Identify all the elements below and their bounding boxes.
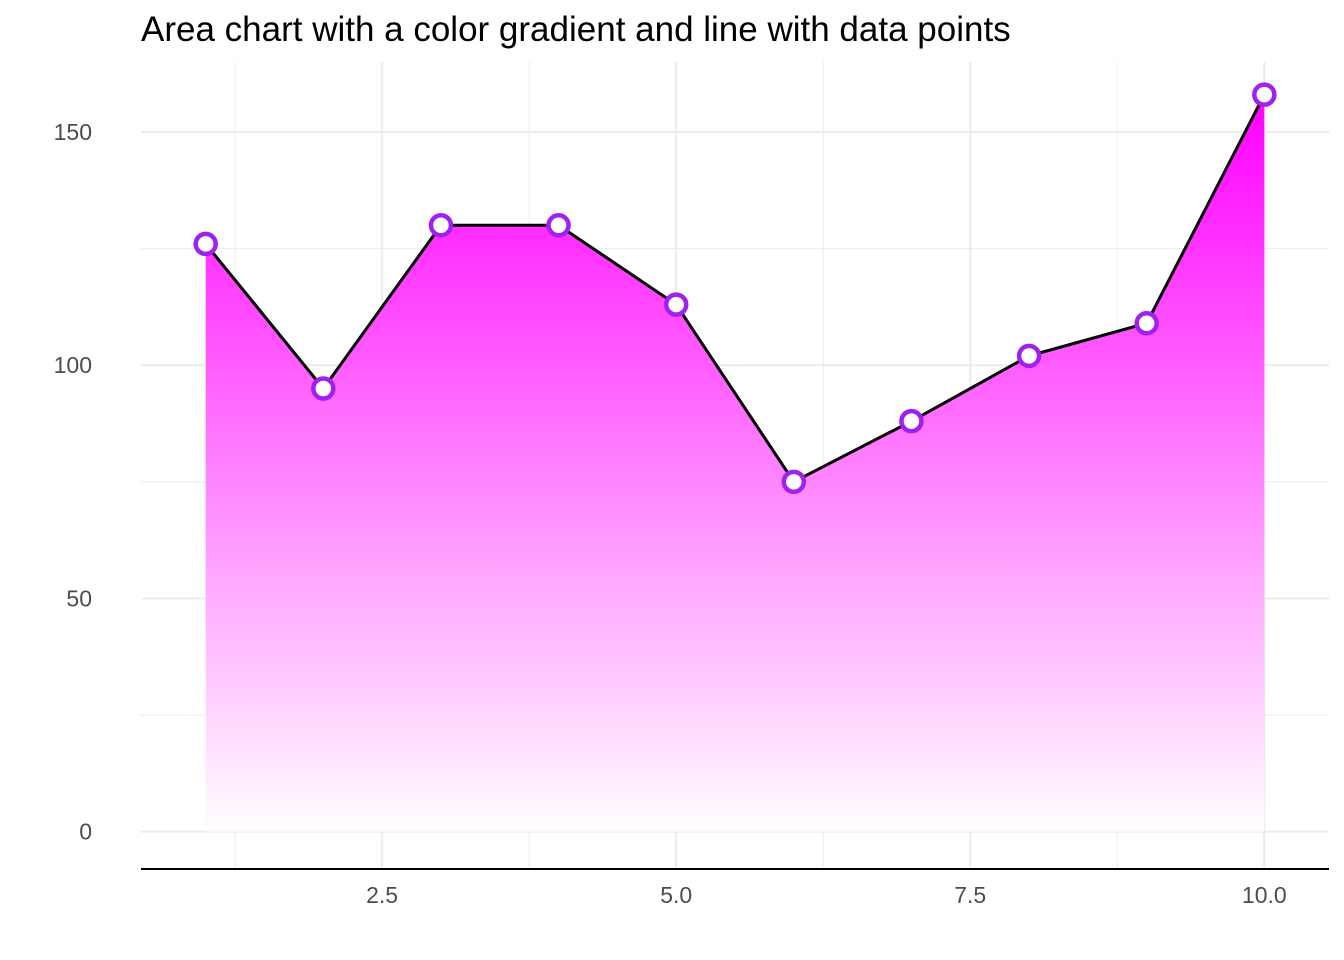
data-point [1016,343,1042,369]
data-point [899,408,924,434]
y-tick-label: 0 [79,819,92,845]
data-point [311,376,336,401]
line-layer [204,93,1266,484]
x-axis-tick-labels: 2.5 5.0 7.5 10.0 [366,882,1287,908]
y-tick-label: 50 [66,585,92,611]
series-line [204,93,1266,484]
x-tick-label: 2.5 [366,882,398,908]
data-point [428,213,454,238]
x-tick-label: 5.0 [660,882,692,908]
data-point [546,213,571,238]
data-point [781,469,807,495]
y-tick-label: 150 [54,119,92,145]
data-point [1252,82,1277,107]
marker-layer [193,82,1277,495]
data-point [193,231,218,257]
area-layer [205,94,1265,832]
data-point [1134,310,1159,336]
y-axis-tick-labels: 0 50 100 150 [54,119,92,845]
chart-title: Area chart with a color gradient and lin… [141,10,1011,49]
x-tick-label: 7.5 [954,882,986,908]
y-tick-label: 100 [54,352,92,378]
area-fill [205,94,1265,832]
x-tick-label: 10.0 [1242,882,1287,908]
data-point [663,292,689,317]
